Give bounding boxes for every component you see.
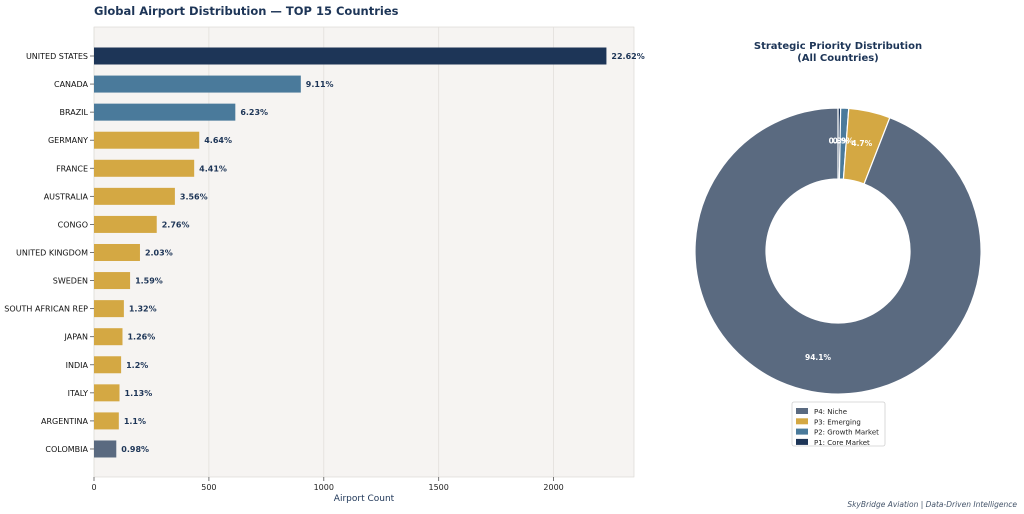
- bar-category-label: CONGO: [58, 220, 88, 229]
- bar-x-tick-label: 0: [91, 483, 96, 492]
- footer-credit: SkyBridge Aviation | Data-Driven Intelli…: [847, 500, 1017, 509]
- bar-x-tick-label: 1000: [314, 483, 334, 492]
- bar: [94, 328, 123, 346]
- bar-value-label: 2.03%: [145, 248, 173, 257]
- bar-value-labels: 22.62% 9.11% 6.23% 4.64% 4.41% 3.56% 2.76% 2.03…: [121, 52, 644, 454]
- bar: [94, 272, 131, 290]
- bar-value-label: 0.98%: [121, 445, 149, 454]
- bar-value-label: 1.32%: [129, 305, 157, 314]
- bar-category-label: INDIA: [66, 361, 89, 370]
- legend-swatch: [796, 418, 808, 425]
- bar-category-label: UNITED STATES: [26, 52, 88, 61]
- donut-slice: [694, 107, 982, 395]
- bar: [94, 131, 200, 149]
- bar-x-tick-label: 1500: [429, 483, 449, 492]
- bar-category-label: AUSTRALIA: [44, 192, 89, 201]
- bar-value-label: 3.56%: [180, 192, 208, 201]
- bar-value-label: 1.2%: [126, 361, 148, 370]
- bar-chart-title: Global Airport Distribution — TOP 15 Cou…: [94, 4, 399, 18]
- donut-slices: [694, 107, 982, 395]
- legend-entry: P4: Niche: [814, 408, 847, 416]
- bar: [94, 412, 119, 430]
- bar: [94, 159, 195, 177]
- bar-value-label: 9.11%: [306, 80, 334, 89]
- bar: [94, 75, 301, 93]
- donut-slice-label: 4.7%: [851, 139, 872, 148]
- legend-box: [791, 401, 886, 447]
- bar-x-tick-label: 2000: [543, 483, 563, 492]
- legend-entry: P1: Core Market: [814, 439, 870, 447]
- donut-legend: P4: Niche P3: Emerging P2: Growth Market P1…: [791, 401, 886, 447]
- bar-value-label: 22.62%: [611, 52, 644, 61]
- donut-title-line1: Strategic Priority Distribution: [754, 41, 922, 52]
- bar-category-label: SWEDEN: [53, 277, 88, 286]
- bar: [94, 356, 122, 374]
- legend-entry: P2: Growth Market: [814, 429, 879, 437]
- bar-category-label: ITALY: [68, 389, 88, 398]
- donut-slice-label: 94.1%: [805, 353, 832, 362]
- bar-category-label: GERMANY: [48, 136, 88, 145]
- bar-value-label: 1.26%: [127, 333, 155, 342]
- bar: [94, 215, 157, 233]
- bar: [94, 384, 120, 402]
- bar-value-label: 6.23%: [240, 108, 268, 117]
- bar-x-tick-label: 500: [201, 483, 216, 492]
- bar-category-label: SOUTH AFRICAN REP: [4, 305, 88, 314]
- bar-category-label: CANADA: [54, 80, 89, 89]
- bar-category-label: ARGENTINA: [41, 417, 89, 426]
- bar-value-label: 1.13%: [125, 389, 153, 398]
- bar-plot-area: [93, 26, 635, 478]
- bar-value-label: 4.64%: [204, 136, 232, 145]
- legend-swatch: [796, 428, 808, 435]
- bar: [94, 440, 117, 458]
- legend-entry: P3: Emerging: [814, 418, 861, 426]
- bar-x-tick-labels: 0 500 1000 1500 2000: [91, 477, 564, 492]
- donut-title-line2: (All Countries): [797, 53, 879, 64]
- bar-category-label: UNITED KINGDOM: [16, 248, 88, 257]
- bar-value-label: 2.76%: [162, 220, 190, 229]
- bar-value-label: 1.59%: [135, 277, 163, 286]
- bar-gridlines: [93, 27, 554, 477]
- bar-value-label: 4.41%: [199, 164, 227, 173]
- donut-slice-labels: 0.3%0.9%4.7% 94.1%: [805, 137, 873, 362]
- bar-category-label: FRANCE: [56, 164, 88, 173]
- bar: [94, 187, 175, 205]
- bar-value-label: 1.1%: [124, 417, 146, 426]
- bar: [94, 47, 607, 65]
- bar-category-label: COLOMBIA: [45, 445, 88, 454]
- bar: [94, 243, 140, 261]
- donut-slice-label: 0.3%: [829, 137, 850, 146]
- bar-category-labels: UNITED STATES CANADA BRAZIL GERMANY FRANCE AU…: [4, 52, 94, 454]
- bar-category-label: BRAZIL: [60, 108, 89, 117]
- bar: [94, 103, 236, 121]
- bar: [94, 300, 124, 318]
- legend-swatch: [796, 408, 808, 414]
- donut-slice-label: 0.9%: [833, 137, 854, 146]
- legend-swatch: [796, 438, 808, 445]
- bar-series: [94, 47, 607, 458]
- bar-x-axis-label: Airport Count: [334, 494, 395, 504]
- bar-category-label: JAPAN: [64, 333, 88, 342]
